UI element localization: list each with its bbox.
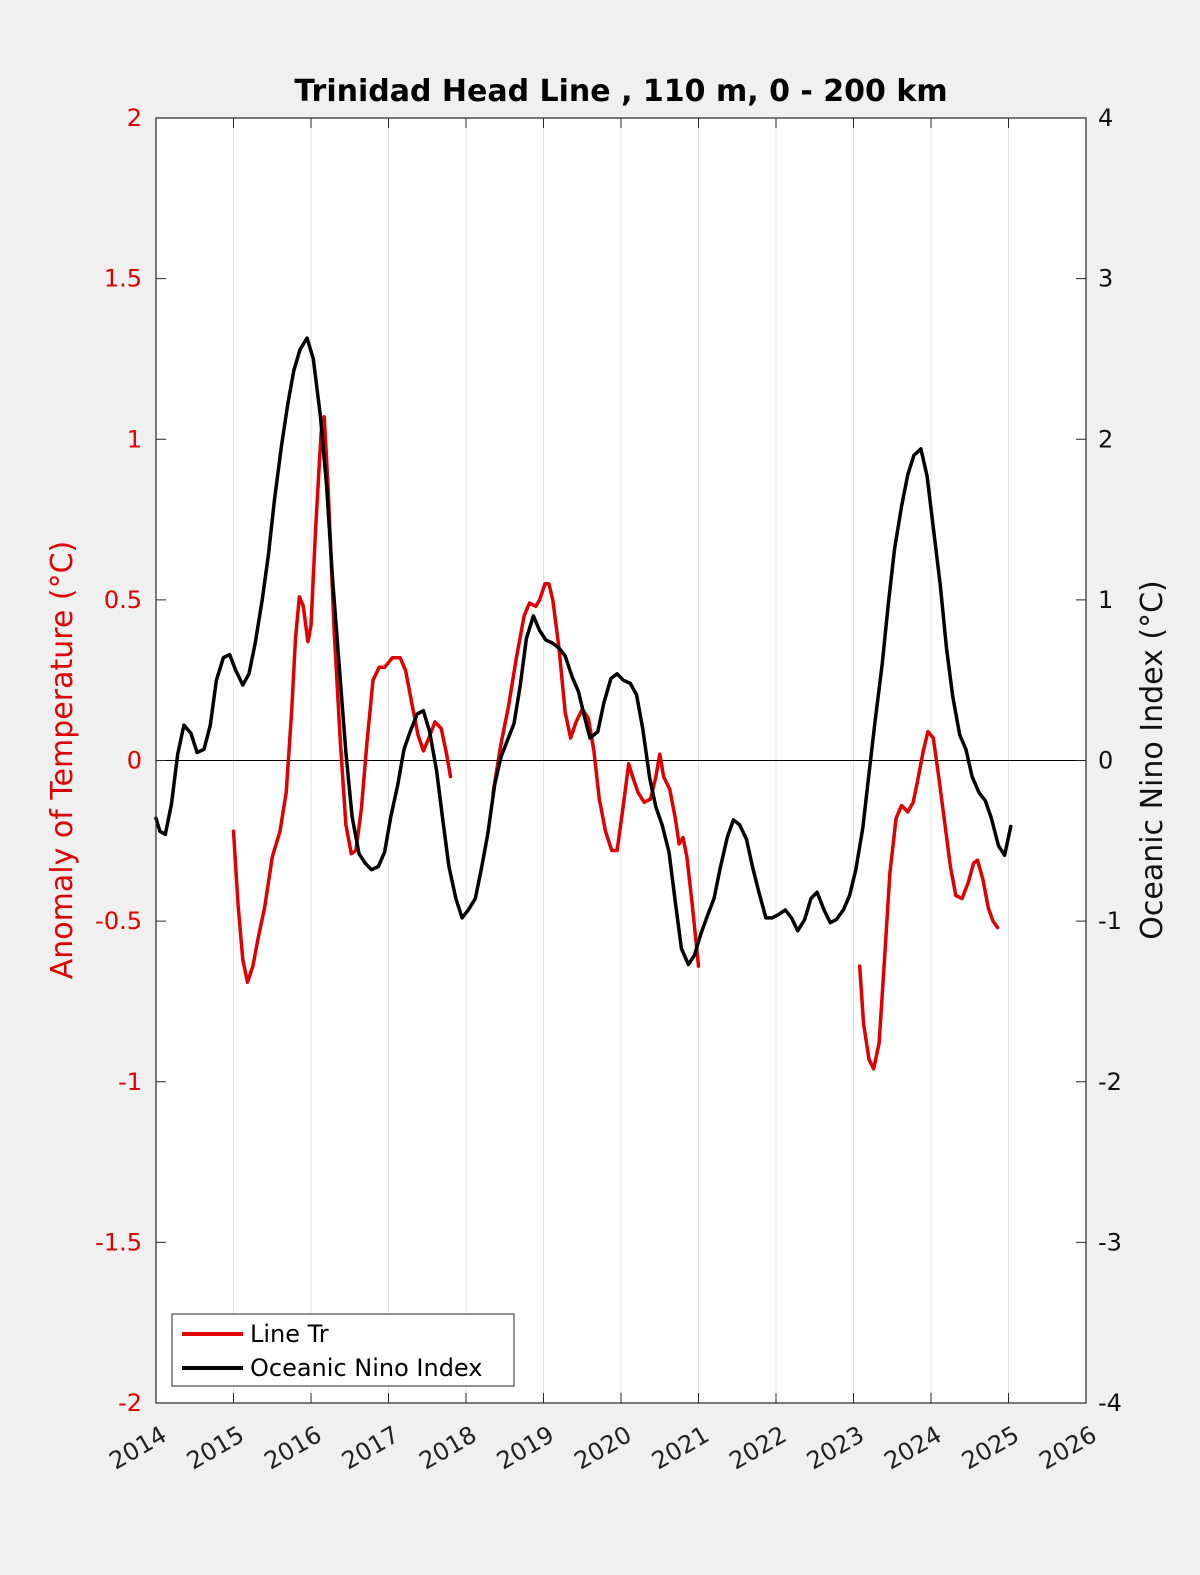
y-tick-label-left: -2 (118, 1389, 142, 1417)
series-lines (154, 336, 1086, 1071)
y-axis-label-right: Oceanic Nino Index (°C) (1135, 580, 1170, 940)
line-tr-series-line (491, 582, 701, 968)
y-tick-label-left: 1 (127, 425, 142, 453)
line-tr-series-line (231, 415, 453, 984)
y-tick-label-left: 0.5 (104, 586, 142, 614)
legend-box (171, 1313, 515, 1387)
y-axis-label-left: Anomaly of Temperature (°C) (45, 541, 80, 980)
y-tick-label-left: -1.5 (95, 1228, 142, 1256)
y-tick-label-left: 1.5 (104, 265, 142, 293)
y-tick-label-right: 3 (1098, 265, 1113, 293)
line-tr-series-line (857, 729, 1000, 1071)
legend-label-oni: Oceanic Nino Index (250, 1354, 482, 1382)
y-tick-label-right: 2 (1098, 425, 1113, 453)
y-tick-label-left: -1 (118, 1068, 142, 1096)
y-tick-label-left: 2 (127, 104, 142, 132)
legend: Line Tr Oceanic Nino Index (171, 1313, 515, 1387)
y-tick-label-right: -3 (1098, 1228, 1122, 1256)
y-tick-label-right: 0 (1098, 747, 1113, 775)
y-tick-label-left: -0.5 (95, 907, 142, 935)
oceanic-nino-index-series-line (154, 336, 1013, 967)
y-tick-label-right: -1 (1098, 907, 1122, 935)
y-tick-label-right: 4 (1098, 104, 1113, 132)
chart-title: Trinidad Head Line , 110 m, 0 - 200 km (294, 74, 947, 109)
y-tick-label-right: -4 (1098, 1389, 1122, 1417)
y-tick-label-right: -2 (1098, 1068, 1122, 1096)
y-tick-label-right: 1 (1098, 586, 1113, 614)
y-tick-label-left: 0 (127, 747, 142, 775)
legend-label-line-tr: Line Tr (250, 1320, 329, 1348)
